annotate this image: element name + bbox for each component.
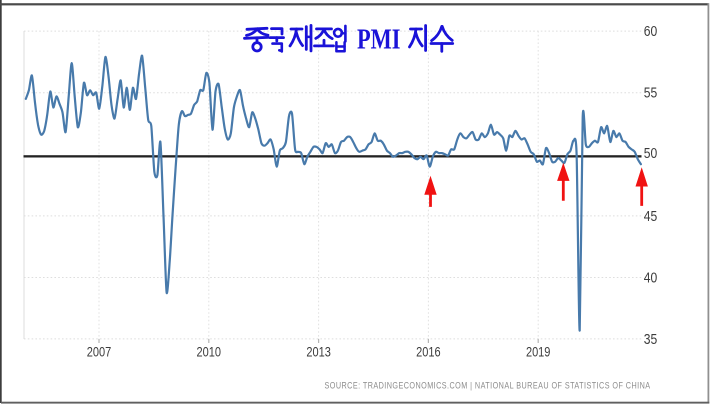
svg-text:2016: 2016	[416, 344, 441, 360]
svg-text:50: 50	[644, 146, 658, 162]
svg-text:45: 45	[644, 209, 658, 225]
svg-text:PMI: PMI	[357, 24, 401, 56]
svg-text:60: 60	[644, 24, 658, 40]
svg-text:2007: 2007	[87, 344, 112, 360]
svg-text:2013: 2013	[306, 344, 331, 360]
svg-text:35: 35	[644, 332, 658, 348]
svg-text:40: 40	[644, 270, 658, 286]
svg-text:2019: 2019	[526, 344, 551, 360]
svg-text:2010: 2010	[197, 344, 222, 360]
svg-text:SOURCE: TRADINGECONOMICS.COM |: SOURCE: TRADINGECONOMICS.COM | NATIONAL …	[325, 380, 651, 390]
svg-text:55: 55	[644, 86, 658, 102]
